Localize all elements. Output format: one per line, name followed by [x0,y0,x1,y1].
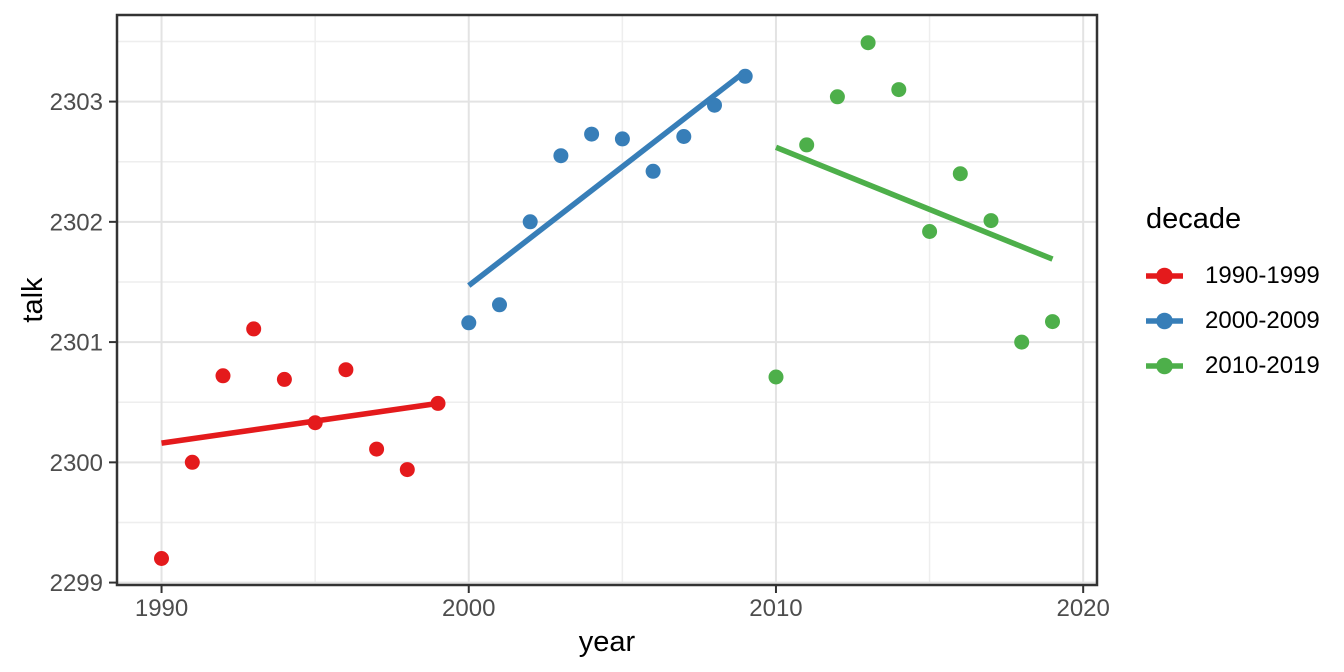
x-axis-title: year [579,626,636,658]
data-point [215,368,231,384]
data-point [829,89,845,105]
y-tick-label: 2302 [50,209,103,236]
series-2000-2009 [461,68,753,331]
data-point [399,462,415,478]
legend-item: 1990-1999 [1146,253,1320,298]
legend-title: decade [1146,203,1242,235]
y-axis-title: talk [17,277,49,323]
x-tick-label: 2000 [442,595,495,622]
legend-key-dot [1156,357,1173,374]
panel-border [115,13,1099,587]
data-point [553,148,569,164]
x-tick-label: 2020 [1056,595,1109,622]
legend-item-label: 2000-2009 [1205,306,1320,334]
legend-items: 1990-1999 2000-2009 2010-2019 [1146,253,1320,388]
trend-line [161,400,439,446]
data-layer [154,35,1060,566]
x-tick-label: 1990 [135,595,188,622]
series-1990-1999 [154,321,446,566]
data-point [983,213,999,229]
legend-item: 2010-2019 [1146,343,1320,388]
legend-item: 2000-2009 [1146,298,1320,343]
data-point [614,131,630,147]
data-point [1014,334,1030,350]
legend-item-label: 2010-2019 [1205,351,1320,379]
data-point [952,166,968,182]
data-point [276,371,292,387]
data-point [338,362,354,378]
grid-major-layer [117,15,1097,585]
x-tick-label: 2010 [749,595,802,622]
data-point [1045,314,1060,330]
grid-minor-layer [117,15,1097,585]
trend-line [774,144,1054,262]
data-point [799,137,815,153]
y-tick-label: 2301 [50,330,103,357]
legend-key-icon [1146,357,1183,374]
data-point [891,82,907,98]
data-point [154,551,169,566]
legend-key-dot [1156,267,1173,284]
y-tick-label: 2303 [50,89,103,116]
axis-layer: 1990 2000 2010 2020 2299 2300 2301 2302 2303 [50,89,1110,622]
legend-key-dot [1156,312,1173,329]
data-point [246,321,262,337]
data-point [676,129,692,144]
data-point [492,297,507,313]
data-point [922,224,938,239]
legend: decade 1990-1999 2000-2009 2010-2019 [1146,201,1320,388]
legend-key-icon [1146,312,1183,329]
series-2010-2019 [768,35,1060,385]
trend-line [467,69,747,288]
panel-border-layer [115,13,1099,587]
y-tick-label: 2299 [50,570,103,597]
data-point [860,35,876,51]
legend-item-label: 1990-1999 [1205,261,1320,289]
data-point [768,369,784,385]
y-tick-label: 2300 [50,450,103,477]
data-point [184,454,200,470]
data-point [645,163,661,179]
data-point [369,441,385,457]
data-point [522,214,538,230]
data-point [461,315,477,331]
data-point [584,126,600,142]
legend-key-icon [1146,267,1183,284]
